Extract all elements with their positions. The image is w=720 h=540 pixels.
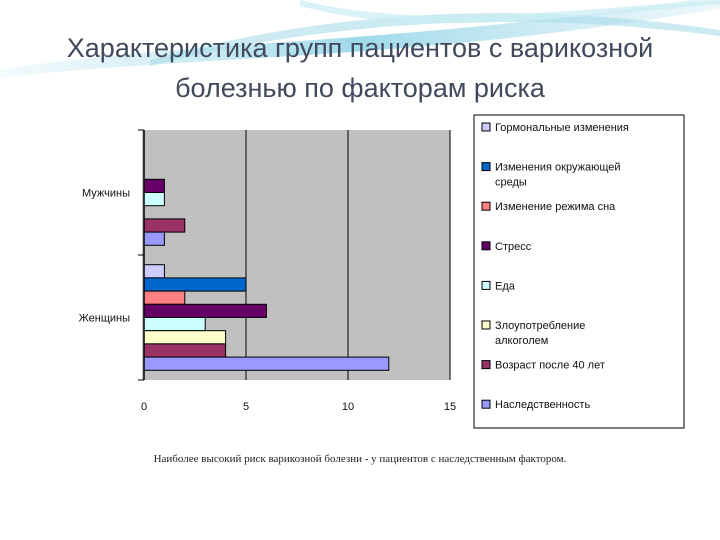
- x-tick-label: 0: [141, 401, 147, 413]
- slide-title: Характеристика групп пациентов с варикоз…: [0, 28, 720, 108]
- bar: [143, 317, 206, 332]
- legend-label: Наследственность: [495, 399, 590, 411]
- axes: [138, 129, 145, 381]
- bar: [143, 290, 186, 305]
- legend-label: алкоголем: [495, 335, 548, 347]
- category-label: Мужчины: [82, 188, 130, 200]
- bars: [143, 178, 390, 371]
- bar: [143, 303, 267, 318]
- chart-caption: Наиболее высокий риск варикозной болезни…: [153, 453, 567, 465]
- legend-label: Еда: [495, 280, 516, 292]
- legend-swatch: [481, 201, 491, 211]
- legend-swatch: [481, 360, 491, 370]
- legend-label: Злоупотребление: [495, 320, 585, 332]
- gridlines: [245, 130, 451, 380]
- legend: Гормональные изменения Изменения окружающ…: [473, 114, 685, 429]
- legend-swatch: [481, 320, 491, 330]
- bar: [143, 356, 390, 371]
- slide-title-line1: Характеристика групп пациентов с варикоз…: [66, 33, 654, 63]
- x-tick-labels: 0 5 10 15: [141, 401, 456, 413]
- decorative-swoosh-2: [150, 13, 720, 66]
- legend-swatch: [481, 241, 491, 251]
- legend-swatch: [481, 280, 491, 290]
- x-tick-label: 5: [243, 401, 249, 413]
- legend-label: среды: [495, 177, 527, 189]
- slide-title-line2: болезнью по факторам риска: [175, 73, 545, 103]
- legend-label: Гормональные изменения: [495, 122, 629, 134]
- bar: [143, 343, 227, 358]
- bar: [143, 192, 165, 207]
- legend-label: Возраст после 40 лет: [495, 360, 605, 372]
- decorative-swoosh-3: [300, 0, 720, 24]
- x-tick-label: 15: [444, 401, 456, 413]
- legend-label: Изменения окружающей: [495, 162, 621, 174]
- legend-label: Стресс: [495, 241, 532, 253]
- legend-box: [473, 114, 685, 429]
- bar: [143, 264, 165, 279]
- legend-swatch: [481, 122, 491, 132]
- category-labels: Женщины Мужчины: [79, 188, 130, 325]
- bar: [143, 277, 247, 292]
- category-label: Женщины: [79, 313, 130, 325]
- legend-swatch: [481, 399, 491, 409]
- legend-swatch: [481, 162, 491, 172]
- x-tick-label: 10: [342, 401, 354, 413]
- legend-label: Изменение режима сна: [495, 201, 616, 213]
- bar: [143, 218, 186, 233]
- bar: [143, 330, 227, 345]
- bar: [143, 178, 165, 194]
- bar: [143, 231, 165, 246]
